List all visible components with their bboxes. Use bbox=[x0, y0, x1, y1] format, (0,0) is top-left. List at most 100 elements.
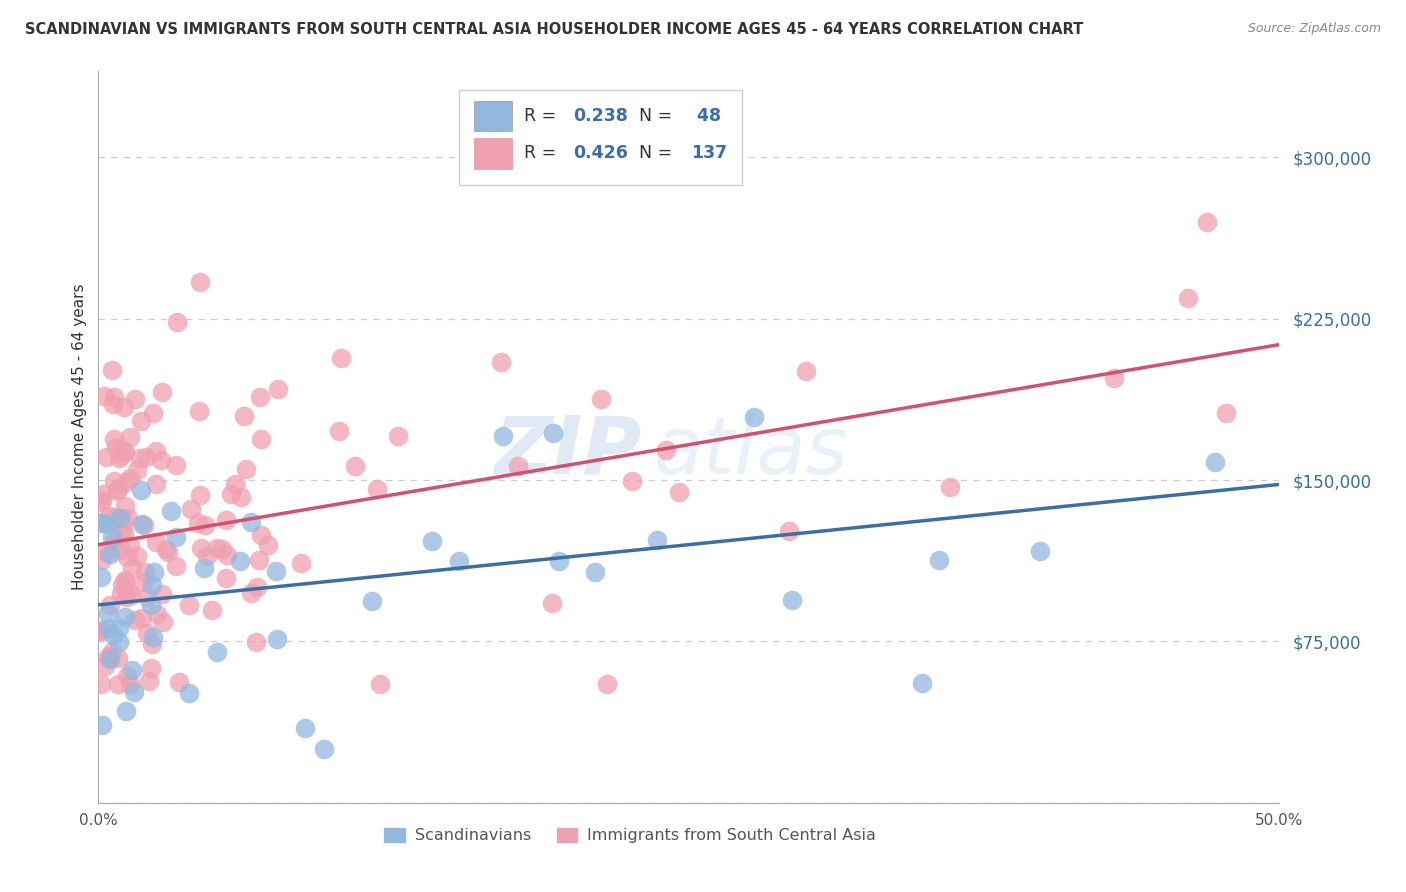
Point bbox=[290, 556, 312, 570]
Point bbox=[135, 625, 157, 640]
Point bbox=[131, 517, 153, 532]
Point bbox=[229, 490, 252, 504]
Point bbox=[447, 554, 470, 568]
Point bbox=[90, 553, 112, 567]
Point bbox=[115, 669, 138, 683]
Point bbox=[111, 578, 134, 592]
Point bbox=[93, 389, 115, 403]
Point bbox=[103, 534, 125, 549]
Point bbox=[205, 541, 228, 556]
Point bbox=[103, 474, 125, 488]
Point bbox=[120, 587, 142, 601]
Point bbox=[194, 517, 217, 532]
Point bbox=[215, 571, 238, 585]
Point bbox=[114, 444, 136, 458]
Point bbox=[90, 624, 112, 638]
Point bbox=[143, 565, 166, 579]
Point bbox=[118, 430, 141, 444]
Point bbox=[155, 542, 177, 557]
Point bbox=[139, 661, 162, 675]
Point bbox=[249, 432, 271, 446]
Point bbox=[141, 599, 163, 613]
Point bbox=[245, 635, 267, 649]
FancyBboxPatch shape bbox=[474, 138, 512, 169]
Point bbox=[98, 648, 121, 663]
Point bbox=[217, 548, 239, 562]
Point bbox=[201, 603, 224, 617]
Point bbox=[180, 502, 202, 516]
Point bbox=[146, 607, 169, 621]
Point bbox=[1102, 371, 1125, 385]
Point bbox=[249, 390, 271, 404]
Point bbox=[188, 404, 211, 418]
Point bbox=[98, 598, 121, 612]
Point bbox=[105, 484, 128, 499]
Text: N =: N = bbox=[627, 145, 678, 162]
Text: Source: ZipAtlas.com: Source: ZipAtlas.com bbox=[1247, 22, 1381, 36]
Point bbox=[108, 635, 131, 649]
Point bbox=[93, 659, 115, 673]
Point bbox=[328, 425, 350, 439]
Point bbox=[107, 677, 129, 691]
Text: 48: 48 bbox=[692, 107, 721, 125]
Point bbox=[193, 560, 215, 574]
Point bbox=[247, 552, 270, 566]
Point bbox=[107, 651, 129, 665]
Point bbox=[145, 535, 167, 549]
Point bbox=[668, 484, 690, 499]
Point bbox=[115, 704, 138, 718]
Point bbox=[647, 533, 669, 548]
Point bbox=[541, 425, 564, 440]
Point bbox=[107, 621, 129, 635]
Text: N =: N = bbox=[627, 107, 678, 125]
Point bbox=[114, 610, 136, 624]
Point bbox=[105, 440, 128, 454]
Point bbox=[96, 517, 118, 532]
Point bbox=[190, 541, 212, 556]
Point bbox=[98, 652, 121, 666]
Point bbox=[127, 549, 149, 563]
Point bbox=[179, 686, 201, 700]
Point bbox=[91, 718, 114, 732]
Point bbox=[117, 511, 139, 525]
Point bbox=[420, 534, 443, 549]
Text: 0.426: 0.426 bbox=[574, 145, 628, 162]
Point bbox=[135, 450, 157, 464]
Point bbox=[591, 392, 613, 407]
Point bbox=[224, 476, 246, 491]
Point bbox=[108, 450, 131, 465]
Point bbox=[110, 543, 132, 558]
Point bbox=[118, 538, 141, 552]
Point bbox=[366, 482, 388, 496]
Point bbox=[264, 564, 287, 578]
Point bbox=[794, 364, 817, 378]
Point bbox=[90, 677, 112, 691]
Point bbox=[1029, 544, 1052, 558]
Point bbox=[101, 645, 124, 659]
Point bbox=[97, 650, 120, 665]
Point bbox=[266, 632, 288, 647]
Point bbox=[100, 530, 122, 544]
Point bbox=[121, 561, 143, 575]
Point bbox=[118, 471, 141, 485]
Point bbox=[938, 480, 960, 494]
Point bbox=[118, 677, 141, 691]
Point bbox=[104, 510, 127, 524]
Point bbox=[101, 628, 124, 642]
Point bbox=[257, 538, 280, 552]
Point bbox=[294, 721, 316, 735]
Point bbox=[239, 585, 262, 599]
Point bbox=[108, 511, 131, 525]
Point bbox=[145, 477, 167, 491]
Point bbox=[141, 637, 163, 651]
Point bbox=[114, 475, 136, 490]
Point bbox=[112, 401, 135, 415]
Point bbox=[110, 448, 132, 462]
Point bbox=[583, 565, 606, 579]
Point bbox=[115, 590, 138, 604]
Point bbox=[211, 541, 233, 556]
Point bbox=[100, 363, 122, 377]
Point bbox=[115, 549, 138, 564]
Point bbox=[110, 587, 132, 601]
Point bbox=[219, 487, 242, 501]
